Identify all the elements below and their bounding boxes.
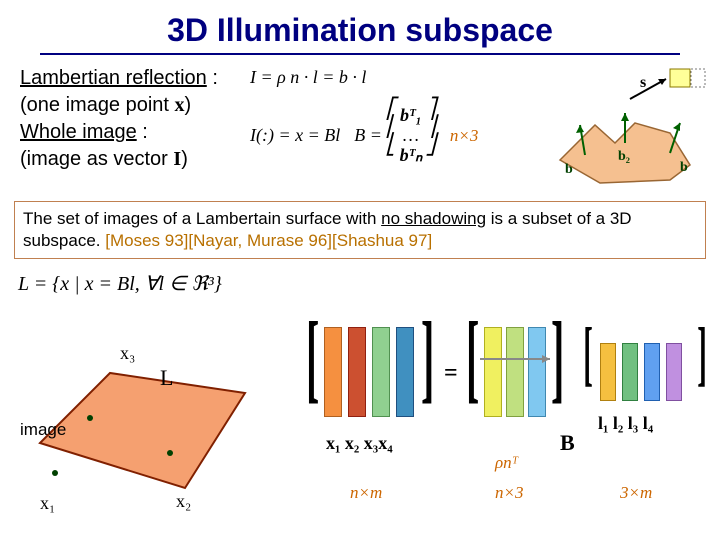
light-box2 (691, 69, 705, 87)
b-arrow-svg (470, 317, 560, 427)
X-label: x₁ x₂ x₃x₄ (326, 433, 393, 454)
l-bar-2 (622, 343, 638, 401)
lambertian-label: Lambertian reflection (20, 67, 207, 89)
dim-L: 3×m (620, 483, 652, 503)
X-matrix: [ ] (310, 317, 430, 427)
l-bar-1 (600, 343, 616, 401)
upper-section: Lambertian reflection : (one image point… (0, 65, 720, 195)
eq2: I(:) = x = Bl B = ⎡ ⎢ ⎣ bᵀ₁ … bᵀₙ ⎤ ⎥ ⎦ … (250, 106, 478, 166)
b-label-2: b₂ (618, 149, 630, 164)
dot-x3 (87, 415, 93, 421)
rho-n-label: ρnᵀ (495, 453, 518, 473)
B-label: B (560, 430, 575, 456)
image-label: image (20, 420, 66, 440)
image-surface-svg (10, 313, 260, 503)
citations: [Moses 93][Nayar, Murase 96][Shashua 97] (105, 231, 432, 250)
illumination-diagram: s b b₂ b (540, 65, 710, 195)
l-bar-4 (666, 343, 682, 401)
b-label-1: b (565, 162, 573, 177)
L-label: L (160, 365, 173, 391)
L-cols-label: l₁ l₂ l₃ l₄ (598, 413, 653, 434)
x2-label: x₂ (176, 491, 191, 512)
dim-X: n×m (350, 483, 382, 503)
b-label-3: b (680, 160, 688, 175)
page-title: 3D Illumination subspace (0, 0, 720, 53)
x-bar-2 (348, 327, 366, 417)
whole-image-label: Whole image (20, 121, 137, 143)
x3-label: x₃ (120, 343, 135, 364)
x1-label: x₁ (40, 493, 55, 514)
x-bar-4 (396, 327, 414, 417)
dim-n3: n×3 (450, 126, 478, 146)
dot-x1 (52, 470, 58, 476)
title-underline (40, 53, 680, 55)
eq1: I = ρ n · l = b · l (250, 67, 478, 88)
x-bar-3 (372, 327, 390, 417)
dot-x2 (167, 450, 173, 456)
image-plane (40, 373, 245, 488)
dim-B: n×3 (495, 483, 523, 503)
L-matrix: [ ] (590, 337, 700, 409)
note-box: The set of images of a Lambertain surfac… (14, 201, 706, 259)
equations: I = ρ n · l = b · l I(:) = x = Bl B = ⎡ … (250, 67, 478, 166)
diagram-svg: s b b₂ b (540, 65, 710, 195)
light-icon (670, 69, 690, 87)
lower-section: L = {x | x = Bl, ∀l ∈ ℜ³} image L x₃ x₁ … (0, 265, 720, 525)
x-bar-1 (324, 327, 342, 417)
s-label: s (640, 74, 646, 91)
l-bar-3 (644, 343, 660, 401)
set-definition: L = {x | x = Bl, ∀l ∈ ℜ³} (18, 271, 222, 296)
equals-sign: = (444, 360, 458, 387)
